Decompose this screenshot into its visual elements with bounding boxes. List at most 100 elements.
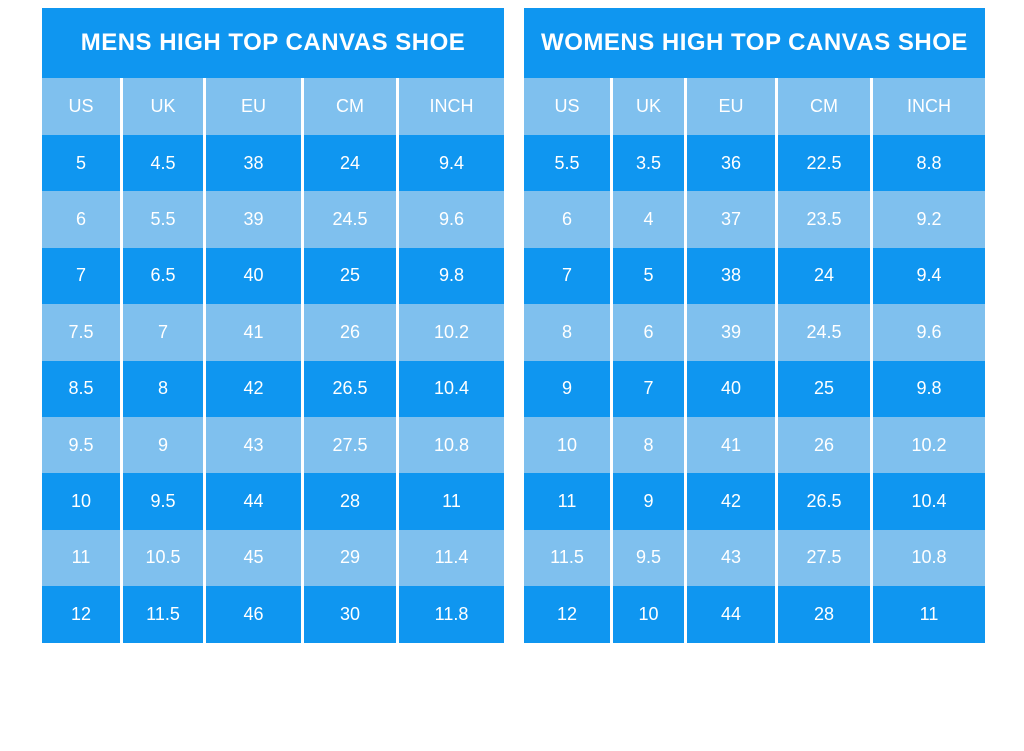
table-cell: 9.2 xyxy=(873,191,985,248)
table-cell: 39 xyxy=(687,304,775,361)
table-cell: 43 xyxy=(206,416,301,474)
table-cell: 9.5 xyxy=(613,529,684,587)
table-cell: 9.5 xyxy=(42,416,120,474)
table-cell: 12 xyxy=(524,586,610,643)
column-header-cell: CM xyxy=(304,78,396,135)
womens-table-title: WOMENS HIGH TOP CANVAS SHOE xyxy=(524,8,985,78)
table-cell: 26 xyxy=(778,416,870,474)
table-cell: 10 xyxy=(613,586,684,643)
table-cell: 12 xyxy=(42,586,120,643)
table-cell: 5 xyxy=(613,247,684,305)
table-cell: 9.4 xyxy=(399,135,504,192)
table-cell: 7 xyxy=(42,247,120,305)
table-cell: 28 xyxy=(778,586,870,643)
table-cell: 8.8 xyxy=(873,135,985,192)
table-cell: 10.2 xyxy=(399,304,504,361)
table-cell: 10.2 xyxy=(873,416,985,474)
table-cell: 8.5 xyxy=(42,360,120,417)
table-cell: 26.5 xyxy=(304,360,396,417)
table-cell: 42 xyxy=(687,473,775,530)
mens-table-grid: US UK EU CM INCH 5 4.5 38 24 9.4 6 5.5 39 24.5 9.6 7 6.5… xyxy=(42,78,504,643)
table-cell: 45 xyxy=(206,529,301,587)
table-cell: 4.5 xyxy=(123,135,203,192)
column-header-cell: UK xyxy=(123,78,203,135)
table-cell: 10 xyxy=(524,416,610,474)
table-cell: 46 xyxy=(206,586,301,643)
table-cell: 9 xyxy=(123,416,203,474)
table-cell: 40 xyxy=(687,360,775,417)
table-cell: 11 xyxy=(524,473,610,530)
table-cell: 30 xyxy=(304,586,396,643)
table-cell: 6.5 xyxy=(123,247,203,305)
table-cell: 24 xyxy=(304,135,396,192)
column-header-cell: UK xyxy=(613,78,684,135)
table-cell: 26.5 xyxy=(778,473,870,530)
table-cell: 5 xyxy=(42,135,120,192)
table-cell: 29 xyxy=(304,529,396,587)
table-cell: 25 xyxy=(304,247,396,305)
table-cell: 37 xyxy=(687,191,775,248)
column-header-cell: EU xyxy=(206,78,301,135)
table-cell: 7 xyxy=(123,304,203,361)
table-cell: 9 xyxy=(613,473,684,530)
table-cell: 8 xyxy=(524,304,610,361)
table-cell: 11.5 xyxy=(524,529,610,587)
table-cell: 42 xyxy=(206,360,301,417)
table-cell: 9.5 xyxy=(123,473,203,530)
mens-size-table: MENS HIGH TOP CANVAS SHOE US UK EU CM INCH 5 4… xyxy=(42,8,504,643)
table-cell: 7 xyxy=(613,360,684,417)
table-cell: 40 xyxy=(206,247,301,305)
table-cell: 26 xyxy=(304,304,396,361)
table-cell: 27.5 xyxy=(778,529,870,587)
table-cell: 36 xyxy=(687,135,775,192)
table-cell: 9.4 xyxy=(873,247,985,305)
table-cell: 6 xyxy=(42,191,120,248)
table-cell: 38 xyxy=(206,135,301,192)
table-cell: 11.5 xyxy=(123,586,203,643)
table-cell: 43 xyxy=(687,529,775,587)
table-cell: 11.8 xyxy=(399,586,504,643)
table-cell: 9.8 xyxy=(399,247,504,305)
table-cell: 11 xyxy=(42,529,120,587)
table-cell: 10.4 xyxy=(873,473,985,530)
table-cell: 41 xyxy=(206,304,301,361)
mens-table-title: MENS HIGH TOP CANVAS SHOE xyxy=(42,8,504,78)
womens-size-table: WOMENS HIGH TOP CANVAS SHOE US UK EU CM INCH… xyxy=(524,8,985,643)
table-cell: 11 xyxy=(873,586,985,643)
table-cell: 10.8 xyxy=(399,416,504,474)
table-cell: 44 xyxy=(687,586,775,643)
womens-table-grid: US UK EU CM INCH 5.5 3.5 36 22.5 8.8 6 4 37 23.5 9.2 7 5… xyxy=(524,78,985,643)
table-cell: 5.5 xyxy=(123,191,203,248)
table-cell: 6 xyxy=(524,191,610,248)
table-cell: 5.5 xyxy=(524,135,610,192)
column-header-cell: US xyxy=(524,78,610,135)
table-cell: 8 xyxy=(123,360,203,417)
table-cell: 11.4 xyxy=(399,529,504,587)
column-header-cell: INCH xyxy=(873,78,985,135)
column-header-cell: EU xyxy=(687,78,775,135)
table-cell: 7 xyxy=(524,247,610,305)
table-cell: 8 xyxy=(613,416,684,474)
table-cell: 38 xyxy=(687,247,775,305)
table-cell: 44 xyxy=(206,473,301,530)
table-cell: 22.5 xyxy=(778,135,870,192)
column-header-cell: INCH xyxy=(399,78,504,135)
table-cell: 10.8 xyxy=(873,529,985,587)
table-cell: 9 xyxy=(524,360,610,417)
column-header-cell: CM xyxy=(778,78,870,135)
table-cell: 25 xyxy=(778,360,870,417)
table-cell: 10.5 xyxy=(123,529,203,587)
table-cell: 10 xyxy=(42,473,120,530)
table-cell: 4 xyxy=(613,191,684,248)
table-cell: 24.5 xyxy=(778,304,870,361)
table-cell: 9.6 xyxy=(399,191,504,248)
table-cell: 28 xyxy=(304,473,396,530)
table-cell: 24.5 xyxy=(304,191,396,248)
table-cell: 23.5 xyxy=(778,191,870,248)
table-cell: 9.6 xyxy=(873,304,985,361)
table-cell: 6 xyxy=(613,304,684,361)
table-cell: 10.4 xyxy=(399,360,504,417)
table-cell: 11 xyxy=(399,473,504,530)
table-cell: 7.5 xyxy=(42,304,120,361)
